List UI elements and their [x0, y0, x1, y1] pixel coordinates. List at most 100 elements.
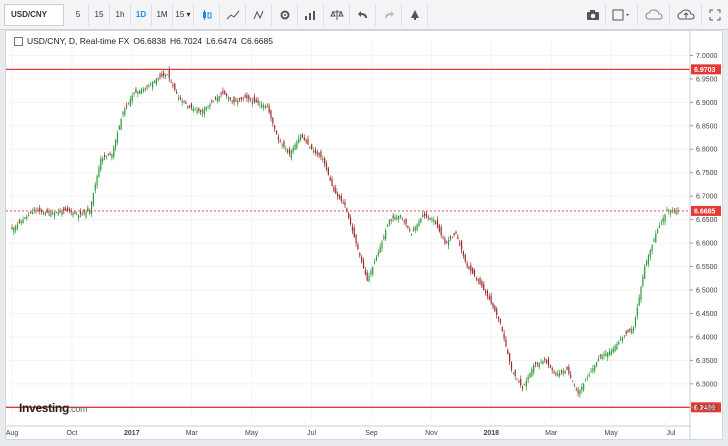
camera-icon[interactable]: [580, 3, 606, 26]
logo-suffix: .com: [68, 404, 88, 414]
hline-price-box: [691, 64, 721, 75]
candle-body: [470, 265, 472, 272]
candle-body: [283, 141, 285, 147]
candle-body: [333, 186, 335, 192]
candle-body: [181, 100, 183, 103]
candle-body: [29, 212, 32, 214]
candle-body: [189, 106, 191, 108]
indicators-icon[interactable]: [246, 3, 272, 26]
interval-dropdown[interactable]: 15 ▾: [173, 3, 194, 26]
candle-body: [28, 214, 30, 216]
candle-body: [405, 218, 407, 225]
x-tick-label: Mar: [186, 430, 199, 437]
candle-body: [213, 100, 215, 103]
y-axis: 7.0000 6.9500 6.9000 6.8500 6.8000 6.7500 6.70…: [689, 31, 718, 439]
interval-15m[interactable]: 15: [89, 3, 110, 26]
candle-body: [492, 303, 494, 308]
candles-icon[interactable]: [194, 3, 220, 26]
candle-body: [664, 214, 666, 222]
fullscreen-icon[interactable]: [702, 4, 728, 26]
candle-body: [218, 96, 220, 101]
y-tick-label: 6.9000: [696, 100, 718, 107]
x-tick-label: 2017: [124, 430, 140, 437]
chart-toolbar: USD/CNY 5 15 1h 1D 1M 15 ▾: [0, 0, 728, 30]
candle-body: [494, 305, 496, 312]
candle-body: [342, 202, 344, 204]
interval-5m[interactable]: 5: [68, 3, 89, 26]
candle-body: [16, 224, 19, 228]
candle-body: [220, 92, 222, 95]
alert-bell-icon[interactable]: [402, 3, 428, 26]
candle-body: [481, 281, 483, 287]
legend-toggle-icon[interactable]: [14, 36, 23, 46]
candle-body: [584, 380, 587, 382]
candle-body: [488, 296, 490, 300]
candle-body: [301, 134, 304, 138]
candle-body: [562, 371, 564, 374]
candle-body: [42, 212, 45, 214]
candle-body: [303, 137, 305, 140]
settings-gear-icon[interactable]: [272, 3, 298, 26]
candle-body: [187, 105, 189, 108]
chart-area[interactable]: 6.9703 6.2499 6.6685 7.0000 6.9500 6.9000 6.8…: [5, 30, 723, 440]
candle-body: [534, 362, 537, 365]
candle-body: [50, 212, 52, 217]
cloud-save-icon[interactable]: [670, 3, 702, 26]
candle-body: [255, 99, 257, 103]
candle-body: [633, 327, 635, 331]
candle-body: [31, 211, 33, 215]
candle-body: [266, 106, 268, 108]
candle-body: [81, 213, 83, 215]
candle-body: [566, 366, 568, 370]
candle-body: [274, 125, 276, 129]
candle-body: [346, 208, 348, 212]
interval-1d[interactable]: 1D: [131, 3, 152, 26]
scale-balance-icon[interactable]: [324, 3, 350, 26]
interval-1m[interactable]: 1M: [152, 3, 173, 26]
candle-body: [422, 214, 424, 218]
candle-body: [536, 362, 538, 364]
candle-body: [653, 239, 655, 242]
candle-body: [126, 105, 128, 106]
candle-body: [118, 125, 120, 130]
chart-legend: USD/CNY, D, Real-time FX O6.6838 H6.7024…: [14, 36, 273, 46]
candle-body: [205, 107, 207, 110]
x-tick-label: Aug: [6, 430, 18, 437]
redo-icon[interactable]: [376, 3, 402, 26]
candle-body: [485, 291, 487, 294]
candle-body: [645, 261, 648, 266]
candle-body: [608, 351, 611, 356]
candle-body: [229, 97, 231, 100]
candle-body: [324, 158, 326, 165]
interval-1h[interactable]: 1h: [110, 3, 131, 26]
symbol-search-input[interactable]: USD/CNY: [4, 3, 64, 26]
y-tick-label: 6.6500: [696, 217, 718, 224]
candle-body: [403, 220, 405, 222]
candle-body: [381, 241, 383, 249]
candle-body: [394, 217, 396, 220]
undo-icon[interactable]: [350, 3, 376, 26]
layout-dropdown-icon[interactable]: [606, 3, 638, 26]
candle-body: [416, 224, 418, 231]
candle-body: [264, 106, 267, 109]
candle-body: [353, 227, 355, 237]
legend-title: USD/CNY, D, Real-time FX: [27, 36, 130, 46]
bars-icon[interactable]: [298, 3, 324, 26]
candle-body: [560, 370, 563, 373]
candle-body: [597, 358, 600, 362]
candle-body: [185, 102, 187, 104]
compare-icon[interactable]: [220, 3, 246, 26]
price-chart[interactable]: 6.9703 6.2499 6.6685 7.0000 6.9500 6.9000 6.8…: [6, 31, 722, 439]
candle-body: [462, 251, 464, 256]
candle-body: [168, 70, 170, 79]
y-tick-label: 6.7000: [696, 194, 718, 201]
candle-body: [166, 74, 168, 75]
candle-body: [503, 333, 505, 339]
candle-body: [152, 82, 154, 88]
candle-body: [429, 218, 431, 220]
candle-body: [120, 118, 122, 130]
candle-body: [65, 208, 67, 211]
candle-body: [253, 96, 255, 102]
cloud-load-icon[interactable]: [638, 3, 670, 26]
candle-body: [472, 267, 474, 274]
